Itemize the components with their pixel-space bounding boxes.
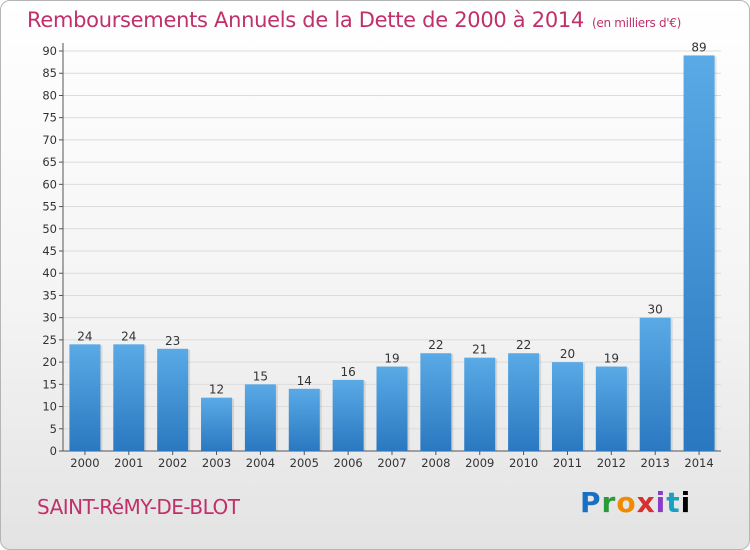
x-tick-label: 2004 [246,456,275,470]
data-label: 22 [428,338,443,352]
bar [376,366,408,451]
x-tick-label: 2008 [421,456,450,470]
bar [508,353,540,451]
logo-letter: i [655,486,667,519]
bar [464,357,496,451]
y-tick-label: 5 [50,422,57,436]
proxiti-logo: Proxiti [580,486,691,519]
logo-letter: r [601,486,617,519]
x-tick-label: 2014 [684,456,713,470]
bar [69,344,101,451]
x-tick-label: 2013 [641,456,670,470]
data-label: 12 [209,383,224,397]
x-tick-label: 2011 [553,456,582,470]
data-label: 89 [691,40,706,54]
town-name: SAINT-RéMY-DE-BLOT [37,495,240,519]
data-label: 21 [472,343,487,357]
data-label: 16 [340,365,355,379]
bar [244,384,276,451]
logo-letter: x [636,486,656,519]
x-tick-label: 2012 [597,456,626,470]
y-tick-label: 60 [42,177,57,191]
x-tick-label: 2005 [290,456,319,470]
data-label: 15 [253,369,268,383]
bars [69,55,717,451]
labels: 2000 24 2001 24 2002 23 2003 12 2004 15 2005 14 2006… [70,40,713,470]
data-label: 14 [297,374,312,388]
data-label: 24 [121,329,136,343]
data-label: 24 [77,329,92,343]
bar [551,362,583,451]
bar [201,397,233,451]
y-tick-label: 20 [42,355,57,369]
y-tick-label: 70 [42,133,57,147]
y-tick-label: 10 [42,400,57,414]
y-tick-label: 0 [50,444,57,458]
data-label: 23 [165,334,180,348]
y-tick-label: 50 [42,222,57,236]
y-tick-label: 75 [42,111,57,125]
data-label: 22 [516,338,531,352]
x-tick-label: 2009 [465,456,494,470]
data-label: 30 [648,303,663,317]
bar [157,348,189,451]
data-label: 19 [384,352,399,366]
bar [332,379,364,451]
y-tick-label: 55 [42,200,57,214]
bar [595,366,627,451]
y-tick-label: 85 [42,66,57,80]
data-label: 19 [604,352,619,366]
axes: 0 5 10 15 20 25 30 35 40 45 50 55 60 65 70 75 80 85 90 [42,43,721,458]
bar [639,317,671,451]
x-tick-label: 2000 [70,456,99,470]
y-tick-label: 45 [42,244,57,258]
data-label: 20 [560,347,575,361]
logo-letter: o [616,486,637,519]
x-tick-label: 2010 [509,456,538,470]
chart-title: Remboursements Annuels de la Dette de 20… [27,8,681,32]
y-tick-label: 15 [42,377,57,391]
y-tick-label: 30 [42,311,57,325]
y-tick-label: 65 [42,155,57,169]
x-tick-label: 2006 [333,456,362,470]
x-tick-label: 2002 [158,456,187,470]
logo-letter: i [680,486,692,519]
bar [113,344,145,451]
chart-unit-label: (en milliers d'€) [592,16,682,30]
bar [288,388,320,451]
y-tick-label: 80 [42,88,57,102]
chart-title-text: Remboursements Annuels de la Dette de 20… [27,8,584,32]
y-tick-label: 90 [42,44,57,58]
logo-letter: t [666,486,681,519]
bar [683,55,715,451]
y-tick-label: 25 [42,333,57,347]
bar [420,353,452,451]
x-tick-label: 2001 [114,456,143,470]
x-tick-label: 2003 [202,456,231,470]
y-tick-label: 40 [42,266,57,280]
y-tick-label: 35 [42,288,57,302]
logo-letter: P [580,486,602,519]
x-tick-label: 2007 [377,456,406,470]
